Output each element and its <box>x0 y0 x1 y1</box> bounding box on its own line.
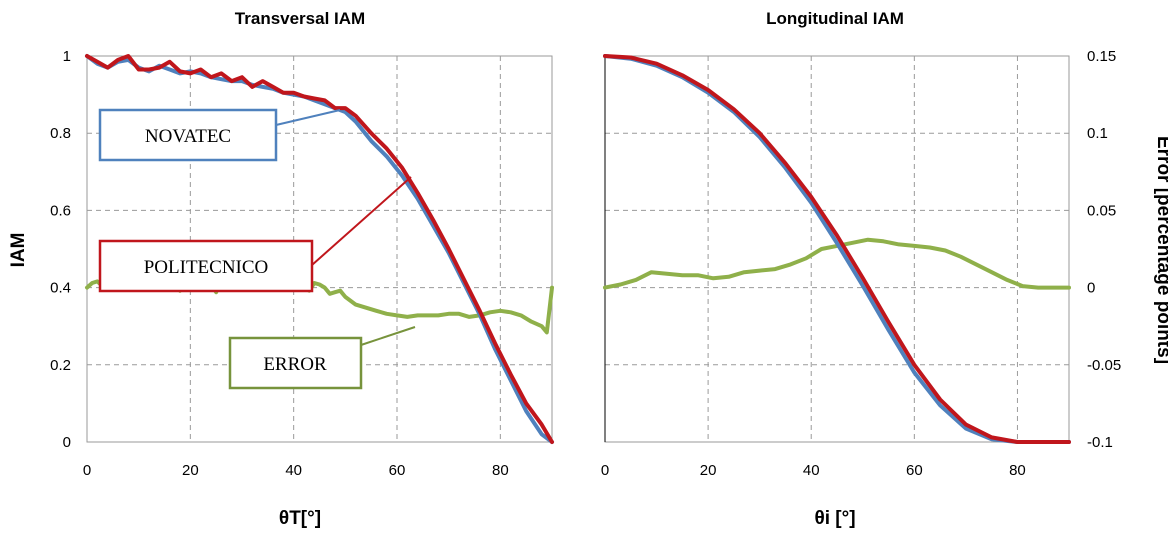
right-x-tick-label: 60 <box>906 462 923 479</box>
left-y-axis-title: IAM <box>8 233 29 268</box>
politecnico-leader-line <box>311 176 412 266</box>
right-y2-tick-label: 0.05 <box>1087 202 1116 219</box>
left-series-politecnico-line <box>85 54 554 444</box>
left-x-tick-label: 40 <box>285 462 302 479</box>
right-x-tick-label: 0 <box>601 462 609 479</box>
left-y-tick-label: 0 <box>63 434 71 451</box>
left-x-tick-label: 20 <box>182 462 199 479</box>
left-y-tick-label: 0.4 <box>50 280 71 297</box>
left-x-tick-label: 60 <box>389 462 406 479</box>
politecnico-callout-label: POLITECNICO <box>144 257 269 278</box>
error-callout-label: ERROR <box>263 354 327 375</box>
left-y-tick-label: 0.8 <box>50 125 71 142</box>
error-callout-box <box>228 336 363 390</box>
right-chart-title: Longitudinal IAM <box>766 9 904 28</box>
left-x-axis-title: θT[°] <box>279 508 321 529</box>
politecnico-callout-box <box>98 239 314 293</box>
novatec-leader-line <box>275 109 341 126</box>
right-x-axis-title: θi [°] <box>814 508 855 529</box>
right-x-tick-label: 20 <box>700 462 717 479</box>
left-chart-title: Transversal IAM <box>235 9 365 28</box>
right-series-novatec-line <box>603 54 1071 444</box>
left-y-tick-label: 0.2 <box>50 357 71 374</box>
novatec-callout-box <box>98 108 278 162</box>
left-y-tick-label: 1 <box>63 48 71 65</box>
right-y2-tick-label: -0.05 <box>1087 357 1121 374</box>
right-y-axis-title: Error [percentage points] <box>1153 136 1168 364</box>
right-y2-tick-label: 0 <box>1087 280 1095 297</box>
right-x-tick-label: 40 <box>803 462 820 479</box>
right-y2-tick-label: 0.15 <box>1087 48 1116 65</box>
right-y2-tick-label: -0.1 <box>1087 434 1113 451</box>
right-y2-tick-label: 0.1 <box>1087 125 1108 142</box>
left-y-tick-label: 0.6 <box>50 202 71 219</box>
right-x-tick-label: 80 <box>1009 462 1026 479</box>
novatec-callout-label: NOVATEC <box>145 126 231 147</box>
left-x-tick-label: 0 <box>83 462 91 479</box>
error-leader-line <box>360 326 416 346</box>
left-x-tick-label: 80 <box>492 462 509 479</box>
right-series-politecnico-line <box>603 54 1071 444</box>
right-plot-frame <box>604 55 1070 443</box>
left-plot-frame <box>86 55 553 443</box>
